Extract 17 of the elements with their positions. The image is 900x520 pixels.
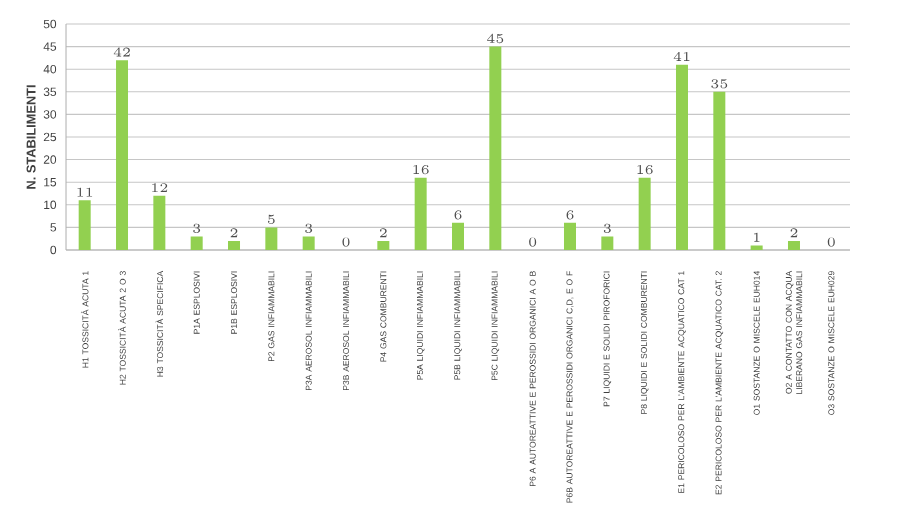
bar: [638, 177, 651, 250]
bar: [452, 222, 464, 250]
bar: [190, 236, 203, 250]
bar: [414, 177, 427, 250]
bar: [78, 200, 91, 250]
bar: [228, 240, 241, 250]
bar: [675, 64, 688, 250]
bar: [564, 222, 576, 250]
bar: [787, 240, 800, 250]
bar: [153, 195, 166, 250]
bar: [601, 236, 614, 250]
bar: [302, 236, 315, 250]
bar: [713, 91, 726, 250]
bar: [489, 46, 502, 250]
bar: [116, 60, 129, 250]
bar: [265, 227, 278, 250]
bar: [377, 240, 390, 250]
